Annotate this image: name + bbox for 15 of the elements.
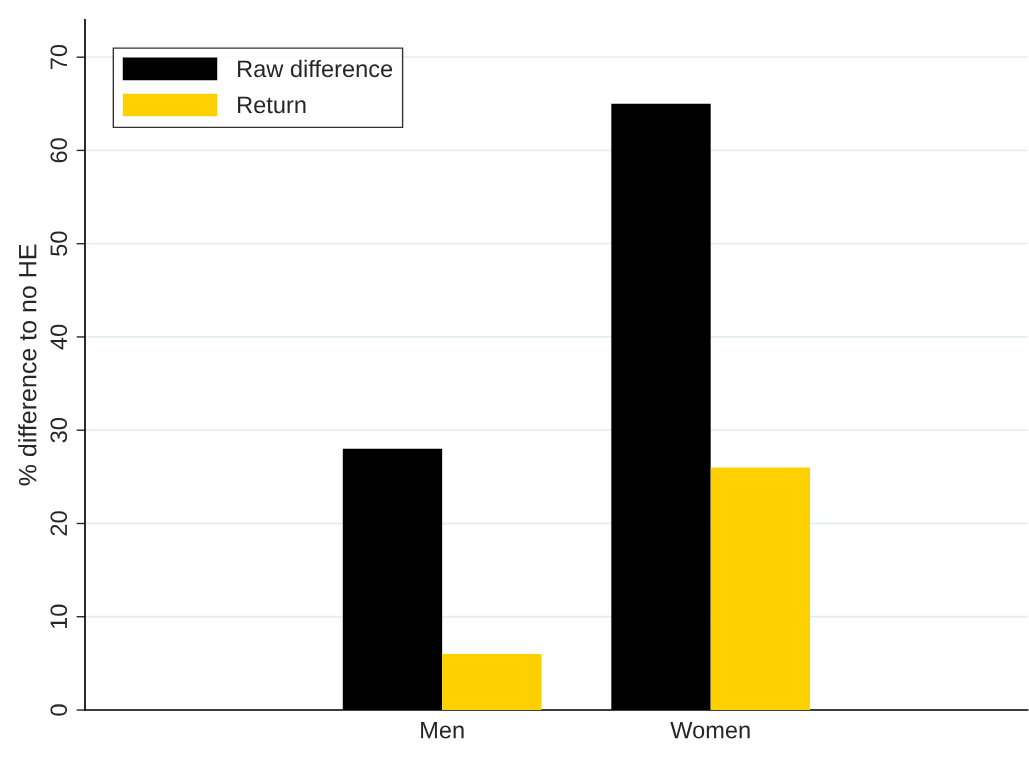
y-tick-label: 20 [50,511,68,536]
y-tick-label: 0 [50,704,68,716]
y-tick-label: 70 [50,44,68,70]
y-tick-label: 50 [50,231,68,256]
y-tick-label: 10 [50,604,68,629]
y-axis-title: % difference to no HE [18,244,37,486]
legend-label: Return [238,96,306,114]
y-tick-label: 30 [50,418,68,443]
bar [710,467,811,711]
x-tick-label: Women [670,721,750,739]
x-tick-label: Men [421,721,464,739]
legend-label: Raw difference [238,59,393,78]
y-tick-label: 40 [50,324,68,350]
bar [442,654,542,711]
y-tick-label: 60 [50,138,68,163]
